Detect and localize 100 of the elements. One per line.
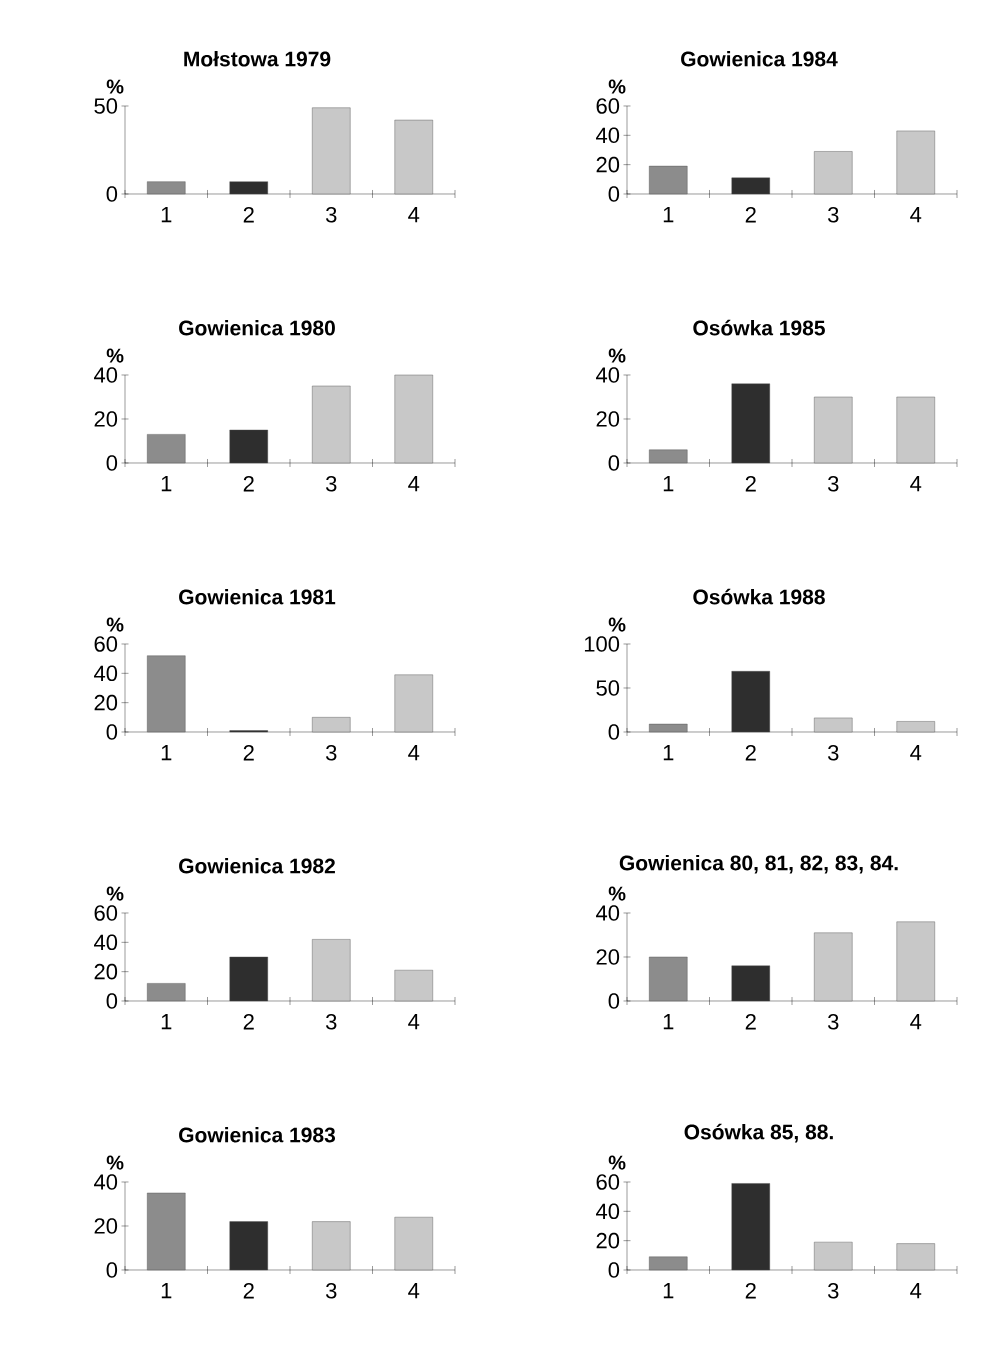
y-tick-label: 20 — [596, 949, 620, 965]
bar — [147, 655, 186, 733]
x-tick-label: 1 — [161, 207, 172, 223]
x-tick-label: 4 — [408, 745, 420, 761]
bar — [312, 107, 351, 195]
y-axis-title: % — [608, 617, 626, 632]
bar — [229, 956, 268, 1002]
bar — [649, 1256, 688, 1271]
chart-title: Osówka 1985 — [693, 319, 825, 336]
x-tick-label: 4 — [910, 207, 922, 223]
x-tick-label: 2 — [745, 1283, 756, 1299]
y-tick-label: 0 — [106, 724, 118, 740]
x-tick-label: 3 — [325, 1283, 337, 1299]
x-tick-label: 4 — [408, 476, 420, 492]
bar — [896, 130, 935, 195]
y-tick-label: 20 — [94, 963, 118, 980]
y-tick-label: 40 — [94, 665, 118, 682]
x-tick-label: 4 — [910, 1014, 922, 1030]
chart-title: Mołstowa 1979 — [184, 51, 331, 67]
y-tick-label: 40 — [94, 1174, 118, 1190]
bar — [394, 374, 433, 464]
y-axis-title: % — [608, 1155, 626, 1170]
bar — [896, 721, 935, 733]
x-tick-label: 4 — [910, 745, 922, 761]
bar — [312, 385, 351, 464]
x-tick-label: 1 — [663, 745, 674, 761]
y-axis-title: % — [106, 617, 124, 632]
y-tick-label: 100 — [584, 636, 620, 652]
x-tick-label: 1 — [663, 476, 674, 492]
bar — [147, 1192, 186, 1271]
bar — [814, 151, 853, 195]
x-tick-label: 1 — [161, 476, 172, 492]
y-axis-title: % — [106, 1155, 124, 1170]
x-tick-label: 2 — [745, 1014, 756, 1030]
bar — [147, 181, 186, 195]
y-axis-title: % — [608, 348, 626, 363]
bar — [649, 723, 688, 733]
x-tick-label: 3 — [827, 476, 839, 492]
x-tick-label: 3 — [325, 1014, 337, 1030]
bar — [229, 429, 268, 464]
y-axis-title: % — [608, 79, 626, 94]
y-tick-label: 40 — [596, 905, 620, 921]
bar — [731, 383, 770, 464]
y-tick-label: 20 — [94, 1218, 118, 1234]
chart-title: Gowienica 1983 — [179, 1127, 336, 1143]
y-tick-label: 60 — [94, 905, 118, 921]
y-tick-label: 0 — [608, 1262, 620, 1278]
y-axis-title: % — [106, 886, 124, 901]
bar — [731, 1183, 770, 1271]
x-tick-label: 3 — [827, 1283, 839, 1299]
y-tick-label: 40 — [596, 1203, 620, 1220]
chart-title: Gowienica 1981 — [179, 589, 336, 605]
x-tick-label: 1 — [161, 1283, 172, 1299]
y-tick-label: 50 — [94, 98, 118, 114]
y-tick-label: 40 — [94, 367, 118, 383]
bar — [147, 983, 186, 1002]
bar — [312, 717, 351, 733]
x-tick-label: 4 — [408, 1283, 420, 1299]
y-tick-label: 20 — [596, 1232, 620, 1249]
x-tick-label: 2 — [243, 1014, 254, 1030]
bar — [147, 434, 186, 464]
y-tick-label: 20 — [94, 411, 118, 427]
x-tick-label: 2 — [243, 745, 254, 761]
bar — [312, 1221, 351, 1271]
x-tick-label: 3 — [827, 1014, 839, 1030]
bar — [394, 1217, 433, 1271]
y-tick-label: 40 — [596, 127, 620, 144]
x-tick-label: 2 — [745, 207, 756, 223]
y-tick-label: 0 — [106, 455, 118, 471]
x-tick-label: 2 — [243, 207, 254, 223]
bar — [649, 165, 688, 195]
bar — [229, 1221, 268, 1271]
y-tick-label: 0 — [608, 186, 620, 202]
bar — [814, 717, 853, 733]
bar — [814, 1241, 853, 1271]
bar — [896, 396, 935, 464]
y-tick-label: 20 — [596, 156, 620, 173]
y-axis-title: % — [106, 348, 124, 363]
x-tick-label: 1 — [161, 745, 172, 761]
y-tick-label: 0 — [106, 993, 118, 1009]
y-tick-label: 0 — [106, 186, 118, 202]
y-tick-label: 20 — [596, 411, 620, 427]
x-tick-label: 3 — [827, 745, 839, 761]
y-tick-label: 0 — [106, 1262, 118, 1278]
x-tick-label: 3 — [325, 476, 337, 492]
bar — [394, 674, 433, 733]
bar — [731, 177, 770, 195]
y-tick-label: 0 — [608, 724, 620, 740]
bar — [814, 396, 853, 464]
bar — [814, 932, 853, 1002]
x-tick-label: 3 — [325, 207, 337, 223]
bar — [896, 921, 935, 1002]
y-tick-label: 60 — [94, 636, 118, 652]
bar — [649, 956, 688, 1002]
chart-title: Gowienica 1984 — [681, 51, 838, 67]
x-tick-label: 1 — [663, 1014, 674, 1030]
y-tick-label: 40 — [94, 934, 118, 951]
bar — [312, 939, 351, 1002]
chart-title: Osówka 85, 88. — [684, 1123, 833, 1143]
x-tick-label: 2 — [745, 476, 756, 492]
